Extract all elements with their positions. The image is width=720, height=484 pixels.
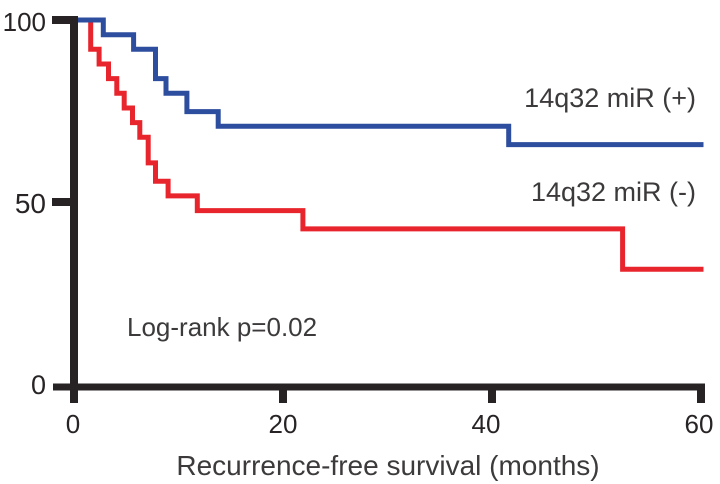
survival-curve-mir-positive (71, 17, 704, 148)
x-tick-label-40: 40 (471, 409, 501, 439)
legend-label-mir-negative: 14q32 miR (-) (530, 177, 696, 207)
survival-curve-mir-negative (71, 17, 704, 272)
legend-label-mir-positive: 14q32 miR (+) (524, 83, 696, 113)
x-tick-label-0: 0 (65, 409, 81, 439)
x-tick-label-60: 60 (684, 409, 714, 439)
y-tick-label-0: 0 (30, 370, 46, 400)
x-tick-label-20: 20 (268, 409, 298, 439)
y-tick-label-50: 50 (14, 188, 46, 219)
y-tick-label-100: 100 (2, 7, 46, 37)
log-rank-annotation: Log-rank p=0.02 (127, 312, 318, 342)
x-axis-title: Recurrence-free survival (months) (176, 450, 600, 481)
